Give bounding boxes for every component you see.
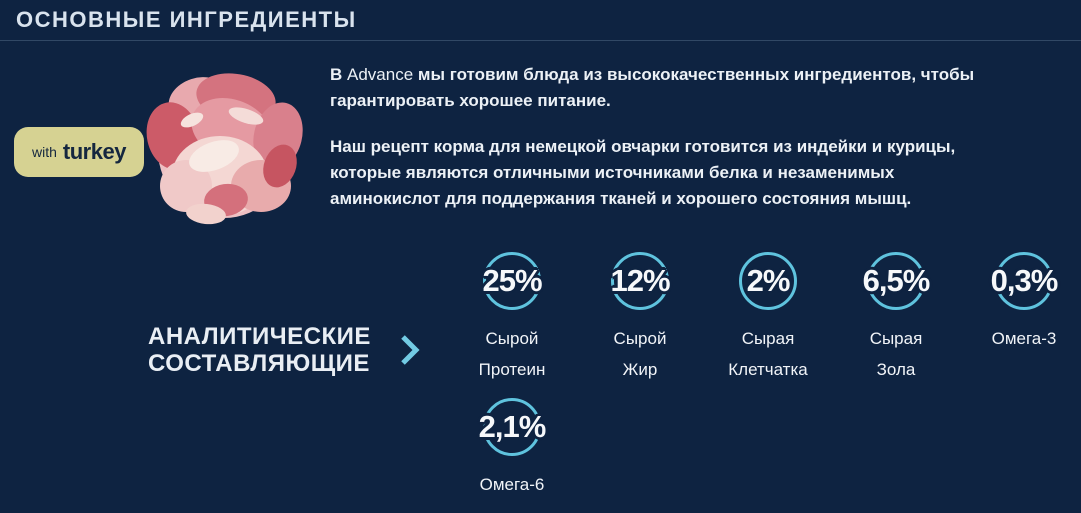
- raw-turkey-meat-image: [146, 73, 303, 225]
- stat-ring: 25%: [482, 252, 543, 310]
- stat-ring: 12%: [610, 252, 671, 310]
- intro-paragraph-1: В Advance мы готовим блюда из высококаче…: [330, 62, 978, 114]
- stat-ring: 6,5%: [863, 252, 930, 310]
- chevron-right-icon: [401, 335, 420, 365]
- badge-flavor-label: turkey: [62, 139, 127, 164]
- stat-value: 6,5%: [862, 263, 931, 298]
- with-turkey-badge: with turkey: [14, 127, 144, 177]
- stat-label: Сырой Протеин: [478, 329, 546, 379]
- stat-label: Сырая Зола: [869, 329, 923, 379]
- stat-value: 2,1%: [478, 409, 547, 444]
- stat-value: 2%: [746, 263, 791, 298]
- stat-label: Омега-3: [991, 329, 1057, 348]
- stat-item: 2% Сырая Клетчатка: [708, 252, 828, 385]
- stat-item: 12% Сырой Жир: [580, 252, 700, 385]
- analytical-label-line2: СОСТАВЛЯЮЩИЕ: [148, 350, 370, 377]
- stat-ring: 0,3%: [991, 252, 1058, 310]
- intro-p1-after: мы готовим блюда из высококачественных и…: [330, 65, 975, 110]
- analytical-components-header: АНАЛИТИЧЕСКИЕ СОСТАВЛЯЮЩИЕ: [148, 323, 421, 377]
- brand-name: Advance: [347, 65, 414, 84]
- stat-label: Сырой Жир: [613, 329, 667, 379]
- stat-item: 2,1% Омега-6: [452, 398, 572, 500]
- stat-label: Сырая Клетчатка: [728, 329, 808, 379]
- header-divider: [0, 40, 1081, 41]
- page-title: ОСНОВНЫЕ ИНГРЕДИЕНТЫ: [16, 7, 357, 32]
- stat-label: Омега-6: [479, 475, 545, 494]
- stat-item: 0,3% Омега-3: [964, 252, 1081, 385]
- intro-text: В Advance мы готовим блюда из высококаче…: [330, 62, 978, 232]
- analytical-label-line1: АНАЛИТИЧЕСКИЕ: [148, 323, 371, 350]
- stats-row-1: 25% Сырой Протеин 12% Сырой Жир 2% Сырая Клетчат…: [452, 252, 1081, 385]
- analytical-components-label: АНАЛИТИЧЕСКИЕ СОСТАВЛЯЮЩИЕ: [148, 323, 371, 377]
- intro-paragraph-2: Наш рецепт корма для немецкой овчарки го…: [330, 137, 956, 208]
- stat-ring: 2%: [739, 252, 797, 310]
- stat-item: 6,5% Сырая Зола: [836, 252, 956, 385]
- stats-row-2: 2,1% Омега-6: [452, 398, 572, 500]
- stat-ring: 2,1%: [479, 398, 546, 456]
- badge-prefix-label: with: [32, 144, 57, 160]
- stat-value: 25%: [482, 263, 542, 298]
- intro-p1-before: В: [330, 65, 347, 84]
- stat-value: 0,3%: [990, 263, 1059, 298]
- stat-value: 12%: [610, 263, 670, 298]
- stat-item: 25% Сырой Протеин: [452, 252, 572, 385]
